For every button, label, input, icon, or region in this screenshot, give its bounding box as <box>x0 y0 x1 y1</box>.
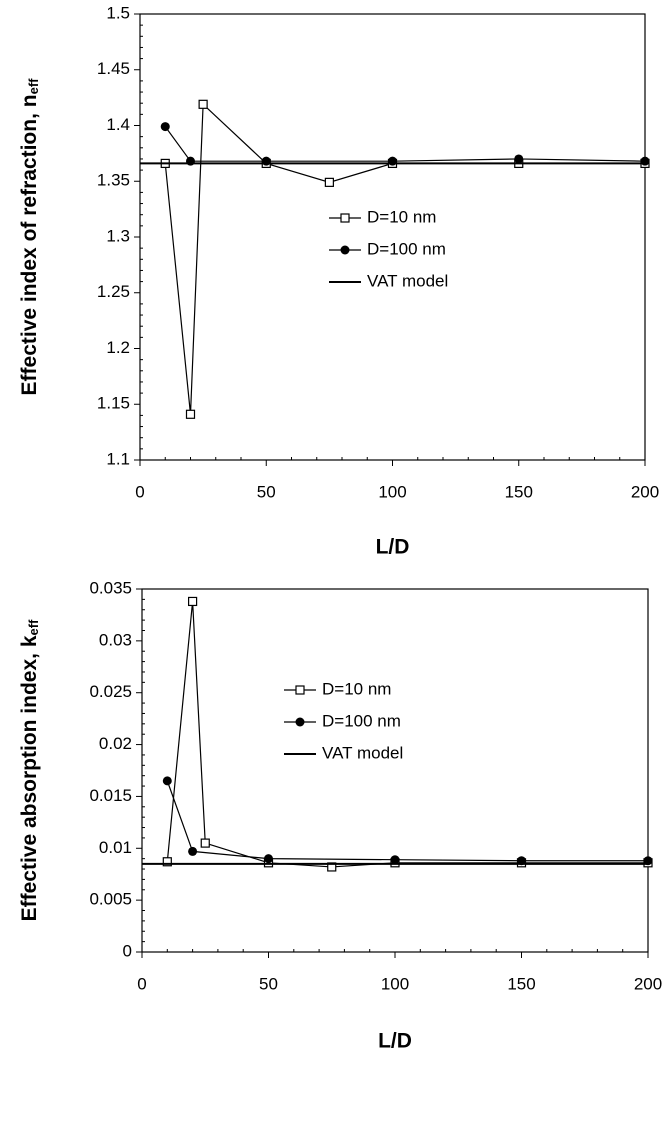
x-tick-label: 150 <box>505 482 533 501</box>
legend-label: VAT model <box>322 743 403 762</box>
legend-label: D=10 nm <box>367 207 436 226</box>
y-tick-label: 1.35 <box>97 171 130 190</box>
marker <box>188 846 198 856</box>
marker <box>324 177 334 187</box>
x-tick-label: 0 <box>137 974 146 993</box>
legend-label: D=100 nm <box>367 239 446 258</box>
y-axis-title-sub: eff <box>26 78 41 95</box>
series-line <box>166 601 648 868</box>
x-tick-label: 100 <box>381 974 409 993</box>
marker <box>162 776 172 786</box>
y-tick-label: 0.005 <box>89 890 132 909</box>
y-tick-label: 1.1 <box>106 449 130 468</box>
y-tick-label: 1.5 <box>106 3 130 22</box>
y-tick-label: 0.01 <box>99 838 132 857</box>
marker <box>162 857 172 867</box>
x-tick-label: 100 <box>378 482 406 501</box>
x-tick-label: 150 <box>507 974 535 993</box>
legend-swatch-marker <box>295 685 305 695</box>
legend-label: VAT model <box>367 271 448 290</box>
y-axis-title: Effective index of refraction, neff <box>18 78 42 396</box>
series-line <box>166 780 648 862</box>
marker <box>264 854 273 864</box>
x-axis-title: L/D <box>378 1030 412 1053</box>
marker <box>514 154 524 164</box>
y-axis-title-main: Effective index of refraction, n <box>18 94 41 395</box>
marker <box>188 596 198 607</box>
marker <box>200 838 210 848</box>
legend-swatch-marker <box>340 213 350 223</box>
marker <box>390 855 400 865</box>
y-tick-label: 1.25 <box>97 282 130 301</box>
y-tick-label: 1.3 <box>106 226 130 245</box>
legend-label: D=100 nm <box>322 711 401 730</box>
y-axis-title: Effective absorption index, keff <box>18 619 42 921</box>
y-tick-label: 0.025 <box>89 682 132 701</box>
x-tick-label: 50 <box>259 974 278 993</box>
y-tick-label: 1.45 <box>97 59 130 78</box>
legend-swatch-marker <box>295 717 305 727</box>
x-tick-label: 200 <box>634 974 662 993</box>
legend-swatch-marker <box>340 245 350 255</box>
marker <box>185 409 196 419</box>
y-tick-label: 0 <box>123 941 132 960</box>
plot-frame <box>139 13 646 461</box>
marker <box>198 99 208 109</box>
series-line <box>164 126 646 162</box>
series-line <box>164 102 645 415</box>
x-tick-label: 50 <box>257 482 276 501</box>
y-axis-title-sub: eff <box>26 619 41 636</box>
y-tick-label: 0.015 <box>89 786 132 805</box>
x-tick-label: 0 <box>135 482 144 501</box>
plot-frame <box>141 588 649 953</box>
marker <box>160 122 170 132</box>
y-axis-title-main: Effective absorption index, k <box>18 635 41 921</box>
y-tick-label: 0.035 <box>89 578 132 597</box>
y-tick-label: 0.03 <box>99 630 132 649</box>
y-tick-label: 1.2 <box>106 338 130 357</box>
y-tick-label: 0.02 <box>99 734 132 753</box>
legend-label: D=10 nm <box>322 679 391 698</box>
y-tick-label: 1.4 <box>106 115 130 134</box>
y-tick-label: 1.15 <box>97 394 130 413</box>
x-tick-label: 200 <box>631 482 659 501</box>
x-axis-title: L/D <box>376 536 410 559</box>
